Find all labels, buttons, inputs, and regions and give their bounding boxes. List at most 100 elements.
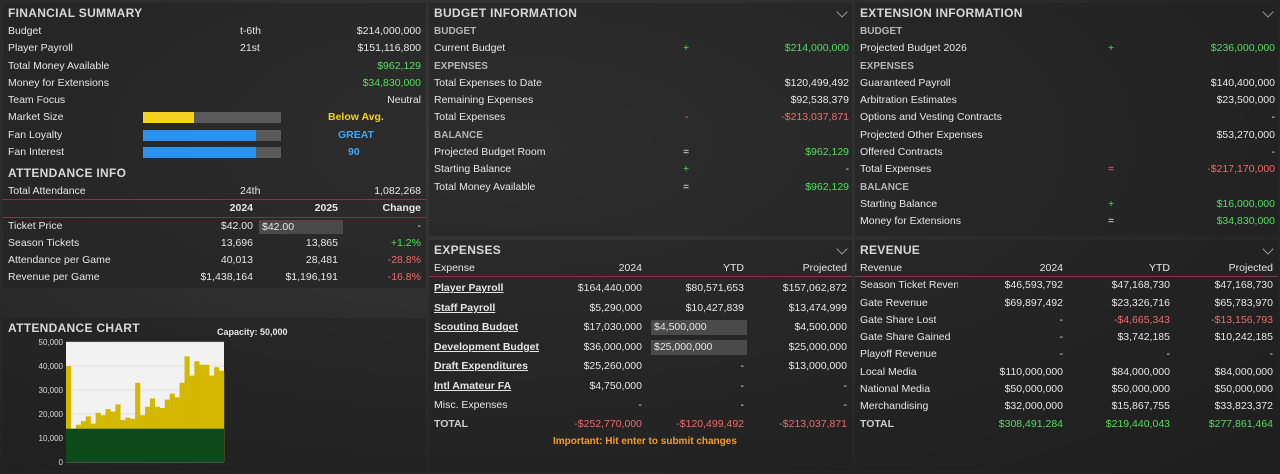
- attendance-header-change: Change: [382, 202, 421, 215]
- expense-projected: $13,000,000: [788, 360, 847, 373]
- extension-info-title: EXTENSION INFORMATION: [860, 6, 1023, 20]
- options-value: -: [1271, 111, 1276, 124]
- total-expenses-op: -: [685, 111, 689, 124]
- expense-ytd: $80,571,653: [685, 282, 744, 295]
- season-tickets-2024: 13,696: [220, 236, 253, 249]
- revenue-row: National Media $50,000,000 $50,000,000 $50,…: [855, 381, 1278, 398]
- total-attendance-rank: 24th: [240, 185, 261, 197]
- revenue-label: Gate Revenue: [860, 296, 928, 309]
- market-size-row: Market Size Below Avg.: [3, 109, 426, 126]
- ticket-price-row: Ticket Price $42.00 $42.00 -: [3, 218, 426, 235]
- season-tickets-row: Season Tickets 13,696 13,865 +1.2%: [3, 235, 426, 252]
- revenue-total-ytd: $219,440,043: [1105, 417, 1170, 430]
- starting-balance-value: -: [845, 163, 850, 176]
- guaranteed-payroll-row: Guaranteed Payroll $140,400,000: [855, 75, 1278, 92]
- expenses-total-projected: -$213,037,871: [779, 417, 847, 430]
- revenue-projected: $65,783,970: [1214, 296, 1273, 309]
- ext-money-op: =: [1108, 215, 1115, 228]
- revenue-2024: $50,000,000: [1004, 383, 1063, 396]
- expense-2024: $25,260,000: [583, 360, 642, 373]
- revenue-row: Playoff Revenue - - -: [855, 346, 1278, 363]
- expense-label[interactable]: Staff Payroll: [434, 301, 496, 314]
- revenue-ytd: -$4,665,343: [1113, 313, 1170, 326]
- expenses-header-2024: 2024: [618, 262, 642, 274]
- ext-balance-subheader: BALANCE: [860, 181, 909, 193]
- other-expenses-label: Projected Other Expenses: [860, 128, 983, 141]
- total-expenses-value: -$213,037,871: [781, 111, 849, 124]
- money-available-value: $962,129: [377, 59, 421, 72]
- total-attendance-row: Total Attendance 24th 1,082,268: [3, 183, 426, 201]
- expense-label[interactable]: Intl Amateur FA: [434, 379, 512, 392]
- fan-interest-value: 90: [348, 146, 360, 159]
- revenue-ytd: $15,867,755: [1111, 400, 1170, 413]
- expenses-panel: EXPENSES Expense 2024 YTD Projected Play…: [429, 240, 852, 471]
- projected-room-row: Projected Budget Room = $962,129: [429, 144, 852, 161]
- attendance-bar: [169, 393, 175, 462]
- arbitration-value: $23,500,000: [1216, 94, 1275, 107]
- expenses-header-expense: Expense: [434, 262, 475, 274]
- ext-money-value: $34,830,000: [1216, 215, 1275, 228]
- projected-budget-value: $236,000,000: [1210, 42, 1275, 55]
- revenue-ytd: $23,326,716: [1111, 296, 1170, 309]
- payroll-label: Player Payroll: [8, 42, 73, 55]
- expense-projected: -: [843, 399, 848, 412]
- remaining-expenses-value: $92,538,379: [790, 94, 849, 107]
- payroll-value: $151,116,800: [357, 42, 421, 55]
- attendance-bar: [204, 364, 210, 462]
- attendance-header-row: 2024 2025 Change: [3, 200, 426, 218]
- expense-label[interactable]: Development Budget: [434, 340, 540, 353]
- ext-starting-balance-value: $16,000,000: [1216, 197, 1275, 210]
- ticket-price-change: -: [417, 219, 422, 232]
- ext-total-expenses-value: -$217,170,000: [1207, 163, 1275, 176]
- starting-balance-op: +: [683, 163, 690, 176]
- expenses-note-row: Important: Hit enter to submit changes: [429, 433, 852, 450]
- projected-budget-op: +: [1108, 42, 1115, 55]
- budget-money-available-value: $962,129: [805, 180, 849, 193]
- payroll-rank: 21st: [240, 42, 260, 55]
- ticket-price-2024: $42.00: [220, 219, 253, 232]
- season-tickets-label: Season Tickets: [8, 236, 80, 249]
- expense-ytd: $10,427,839: [685, 301, 744, 314]
- revenue-per-game-change: -16.8%: [387, 271, 421, 284]
- revenue-2024: $46,593,792: [1004, 279, 1063, 292]
- balance-subheader: BALANCE: [434, 129, 483, 141]
- projected-room-label: Projected Budget Room: [434, 146, 546, 159]
- current-budget-label: Current Budget: [434, 42, 506, 55]
- expense-2024: $36,000,000: [583, 340, 642, 353]
- attendance-header-2024: 2024: [229, 202, 253, 215]
- attendance-bar: [179, 382, 185, 462]
- revenue-header-row: Revenue 2024 YTD Projected: [855, 260, 1278, 278]
- ticket-price-input[interactable]: $42.00: [259, 219, 343, 234]
- revenue-row: Season Ticket Revenue $46,593,792 $47,168,…: [855, 277, 1278, 294]
- revenue-row: Local Media $110,000,000 $84,000,000 $84,00…: [855, 364, 1278, 381]
- ext-total-expenses-op: =: [1108, 163, 1115, 176]
- expense-label[interactable]: Scouting Budget: [434, 321, 518, 334]
- expense-label[interactable]: Draft Expenditures: [434, 360, 528, 373]
- revenue-ytd: $47,168,730: [1111, 279, 1170, 292]
- ext-total-expenses-row: Total Expenses = -$217,170,000: [855, 161, 1278, 178]
- projected-room-op: =: [683, 146, 690, 159]
- expense-row: Staff Payroll $5,290,000 $10,427,839 $13,47…: [429, 299, 852, 319]
- money-available-label: Total Money Available: [8, 59, 110, 72]
- revenue-header-ytd: YTD: [1149, 262, 1170, 274]
- expenses-total-row: TOTAL -$252,770,000 -$120,499,492 -$213,…: [429, 416, 852, 433]
- current-budget-row: Current Budget + $214,000,000: [429, 40, 852, 57]
- market-size-bar-fill: [143, 112, 195, 124]
- money-ext-label: Money for Extensions: [8, 76, 109, 89]
- revenue-row: Gate Share Lost - -$4,665,343 -$13,156,793: [855, 312, 1278, 329]
- chart-tick-label: 20,000: [39, 410, 64, 419]
- expense-ytd-input[interactable]: $25,000,000: [651, 339, 747, 355]
- revenue-projected: $33,823,372: [1214, 400, 1273, 413]
- revenue-projected: $10,242,185: [1214, 331, 1273, 344]
- fan-interest-bar: [143, 147, 281, 159]
- chart-tick-label: 50,000: [39, 338, 64, 347]
- expense-label: Misc. Expenses: [434, 399, 508, 412]
- expense-projected: $157,062,872: [782, 282, 847, 295]
- expense-label[interactable]: Player Payroll: [434, 282, 504, 295]
- budget-value: $214,000,000: [356, 25, 421, 37]
- financial-summary-panel: FINANCIAL SUMMARY Budget t-6th $214,000,…: [3, 3, 426, 163]
- expense-ytd-input[interactable]: $4,500,000: [651, 320, 747, 336]
- ext-starting-balance-label: Starting Balance: [860, 197, 938, 210]
- total-expenses-label: Total Expenses: [434, 111, 506, 124]
- other-expenses-row: Projected Other Expenses $53,270,000: [855, 127, 1278, 144]
